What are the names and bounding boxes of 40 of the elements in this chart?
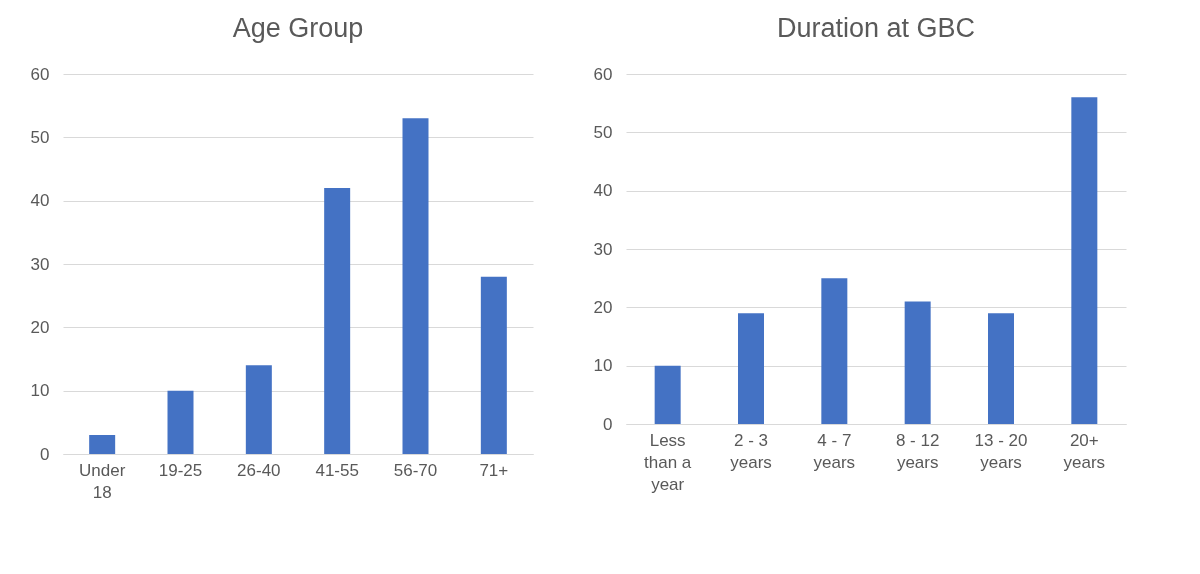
bar (245, 365, 272, 454)
bar (1071, 97, 1098, 424)
x-tick-label: 71+ (479, 460, 509, 480)
bar (904, 301, 931, 424)
y-tick-label: 10 (593, 356, 613, 376)
y-tick-label: 60 (30, 64, 50, 84)
x-tick-label: 8 - 12 years (895, 430, 940, 472)
chart-title: Age Group (232, 13, 364, 43)
x-tick-label: 26-40 (237, 460, 281, 480)
x-tick-label: 4 - 7 years (813, 430, 856, 472)
y-tick-label: 30 (593, 239, 613, 259)
y-tick-label: 50 (30, 127, 50, 147)
bar (89, 435, 116, 454)
x-tick-label: Under 18 (79, 460, 126, 502)
y-tick-label: 40 (30, 191, 50, 211)
y-tick-label: 0 (40, 444, 50, 464)
y-tick-label: 10 (30, 381, 50, 401)
y-tick-label: 30 (30, 254, 50, 274)
x-tick-label: Less than a year (644, 430, 692, 494)
y-tick-label: 0 (603, 414, 613, 434)
x-tick-label: 2 - 3 years (730, 430, 772, 472)
bar (654, 365, 681, 424)
bar (821, 278, 848, 424)
y-tick-label: 40 (593, 181, 613, 201)
bar (738, 313, 764, 424)
x-tick-label: 19-25 (158, 460, 203, 480)
x-tick-label: 41-55 (315, 460, 359, 480)
y-tick-label: 20 (30, 317, 50, 337)
chart-title: Duration at GBC (776, 13, 976, 43)
y-tick-label: 20 (593, 297, 613, 317)
bar (988, 313, 1014, 424)
bar (402, 118, 429, 454)
bar (167, 390, 194, 454)
x-tick-label: 20+ years (1063, 430, 1106, 472)
x-tick-label: 13 - 20 years (974, 430, 1028, 472)
bar (480, 276, 507, 454)
bar (324, 188, 351, 454)
x-tick-label: 56-70 (393, 460, 438, 480)
y-tick-label: 50 (593, 122, 613, 142)
y-tick-label: 60 (593, 64, 613, 84)
